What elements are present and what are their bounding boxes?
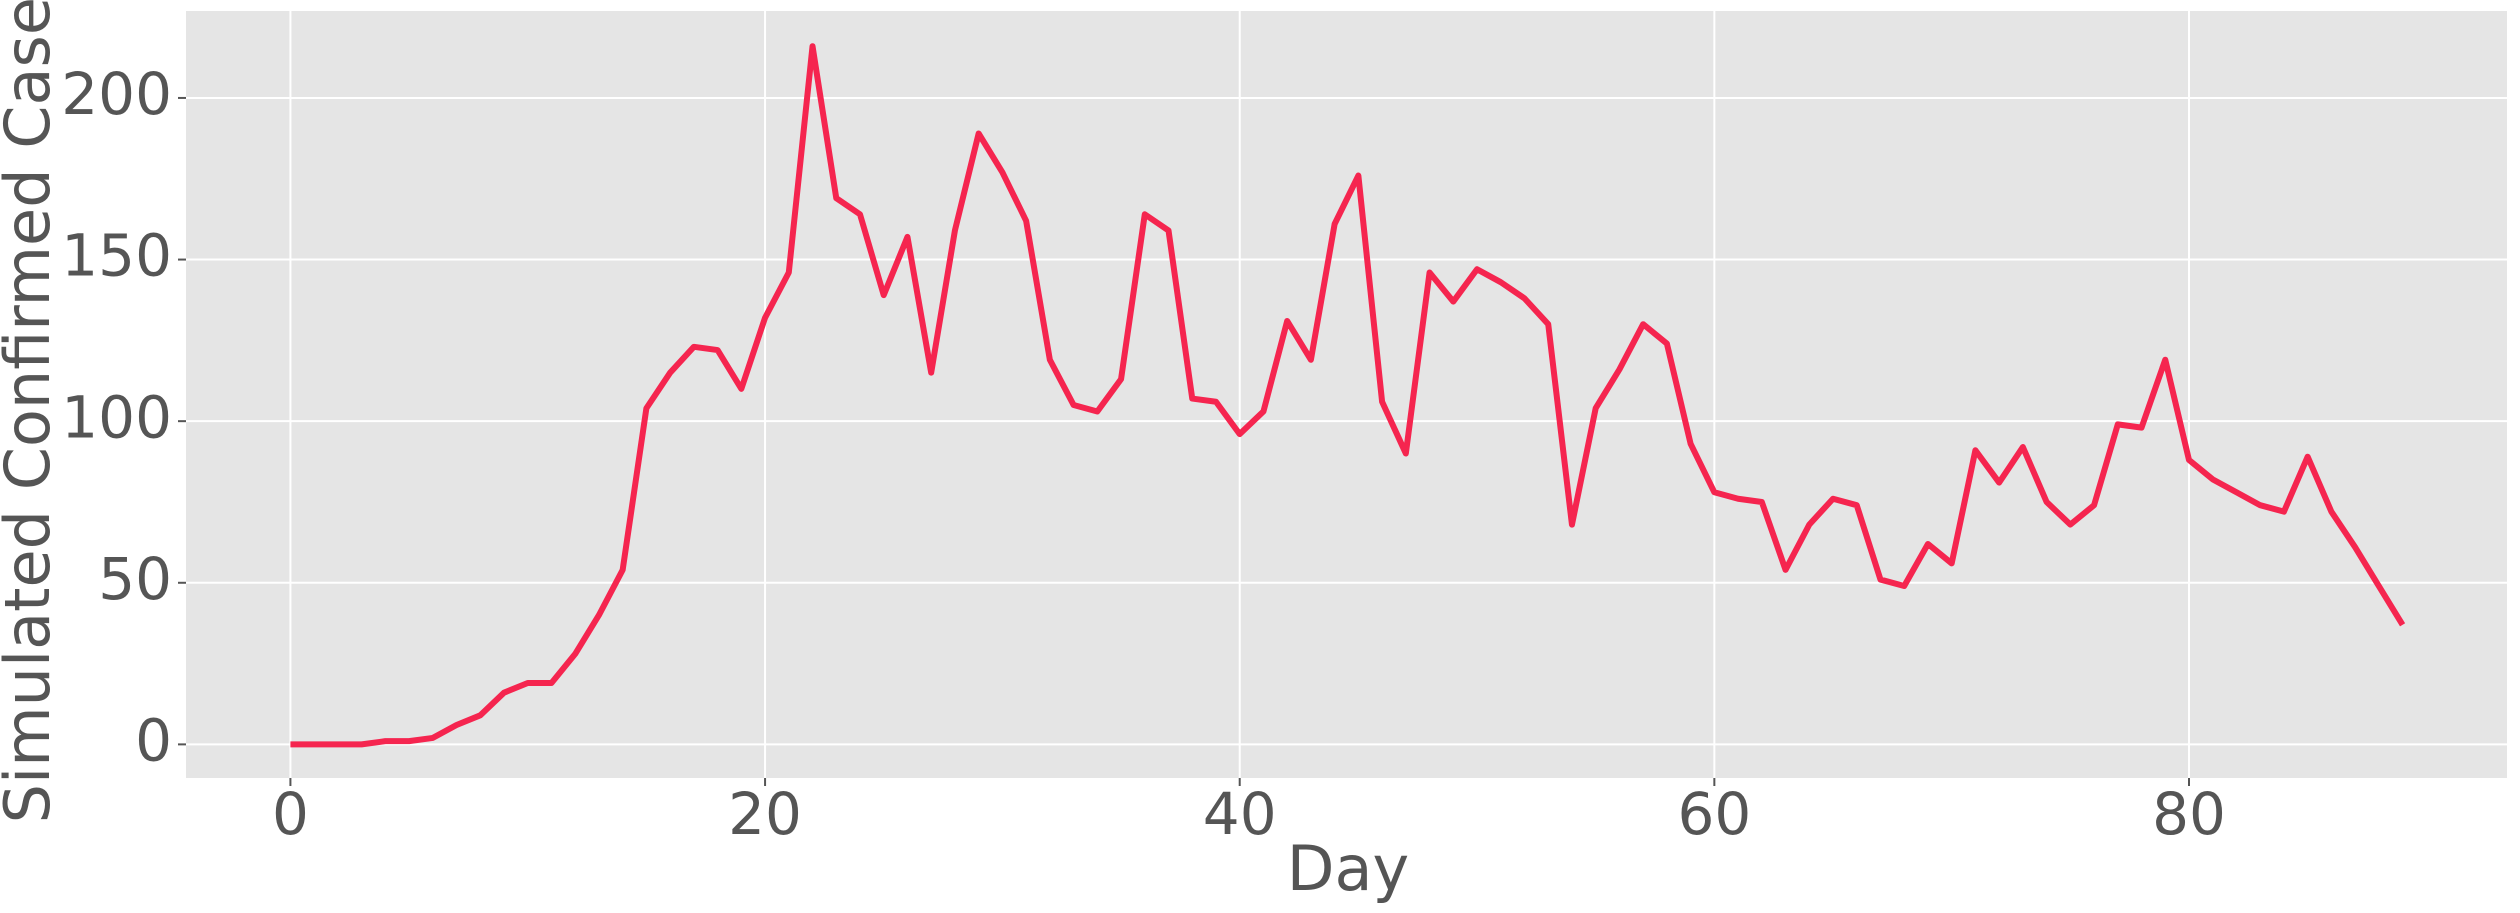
x-axis-label: Day [1287,832,1409,905]
x-tick-label: 60 [1677,780,1751,848]
y-tick-label: 100 [61,383,172,451]
data-line [290,43,2406,748]
y-tick-label: 50 [98,545,172,613]
x-tick-label: 20 [728,780,802,848]
y-tick-label: 0 [135,706,172,774]
plot-area [186,11,2507,778]
y-tick-label: 200 [61,60,172,128]
y-tick-label: 150 [61,222,172,290]
y-axis-label: Simulated Confirmed Cases [0,0,64,823]
x-tick-label: 40 [1203,780,1277,848]
x-tick-label: 0 [272,780,309,848]
x-tick-label: 80 [2152,780,2226,848]
